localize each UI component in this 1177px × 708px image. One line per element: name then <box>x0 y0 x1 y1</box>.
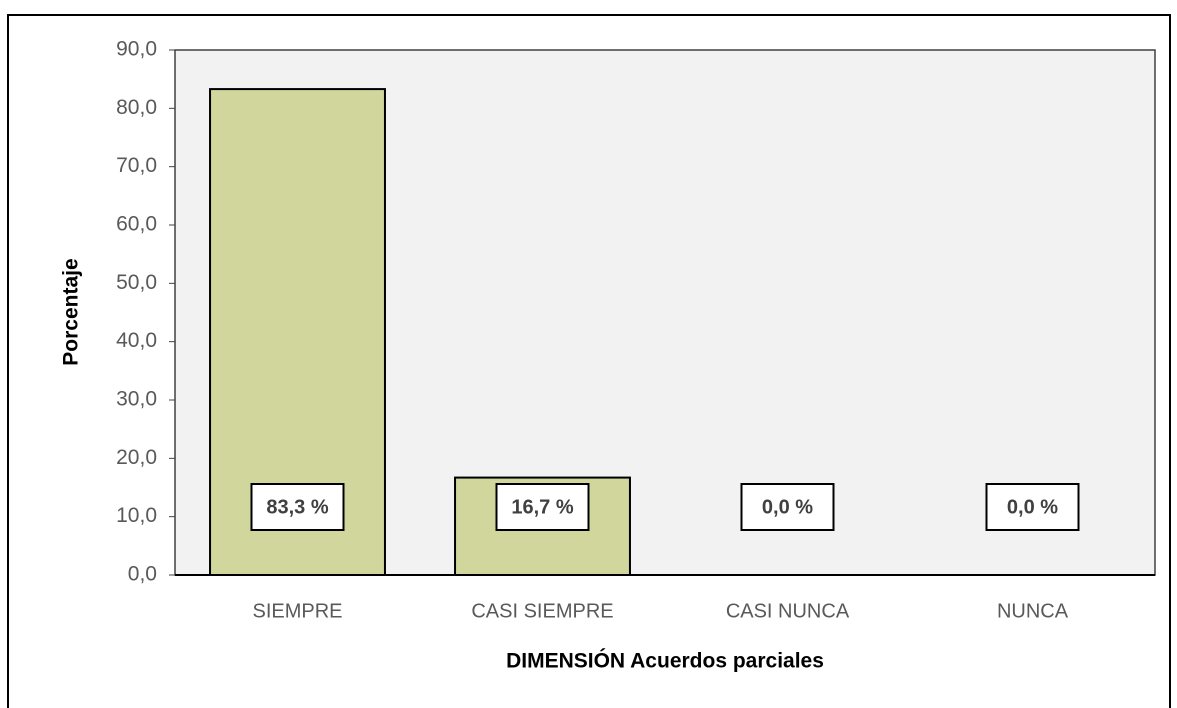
y-axis-title: Porcentaje <box>60 258 83 365</box>
y-tick-label: 10,0 <box>116 504 157 527</box>
y-tick-label: 0,0 <box>128 563 157 586</box>
x-tick-label: SIEMPRE <box>252 600 342 622</box>
value-label-box <box>740 483 835 531</box>
y-tick-label: 60,0 <box>116 213 157 236</box>
x-tick-label: CASI NUNCA <box>726 600 850 622</box>
y-tick-label: 70,0 <box>116 154 157 177</box>
y-tick-label: 20,0 <box>116 446 157 469</box>
y-tick-label: 90,0 <box>116 38 157 61</box>
value-label: 83,3 % <box>266 496 328 518</box>
x-tick-label: CASI SIEMPRE <box>471 600 613 622</box>
value-label: 0,0 % <box>762 496 813 518</box>
y-tick-label: 50,0 <box>116 271 157 294</box>
value-label-box <box>250 483 345 531</box>
y-tick-label: 30,0 <box>116 388 157 411</box>
x-axis-title: DIMENSIÓN Acuerdos parciales <box>506 649 824 673</box>
value-label-box <box>985 483 1080 531</box>
x-tick-label: NUNCA <box>997 600 1069 622</box>
y-tick-label: 80,0 <box>116 96 157 119</box>
value-label: 0,0 % <box>1007 496 1058 518</box>
y-tick-label: 40,0 <box>116 329 157 352</box>
value-label-box <box>495 483 590 531</box>
value-label: 16,7 % <box>511 496 573 518</box>
